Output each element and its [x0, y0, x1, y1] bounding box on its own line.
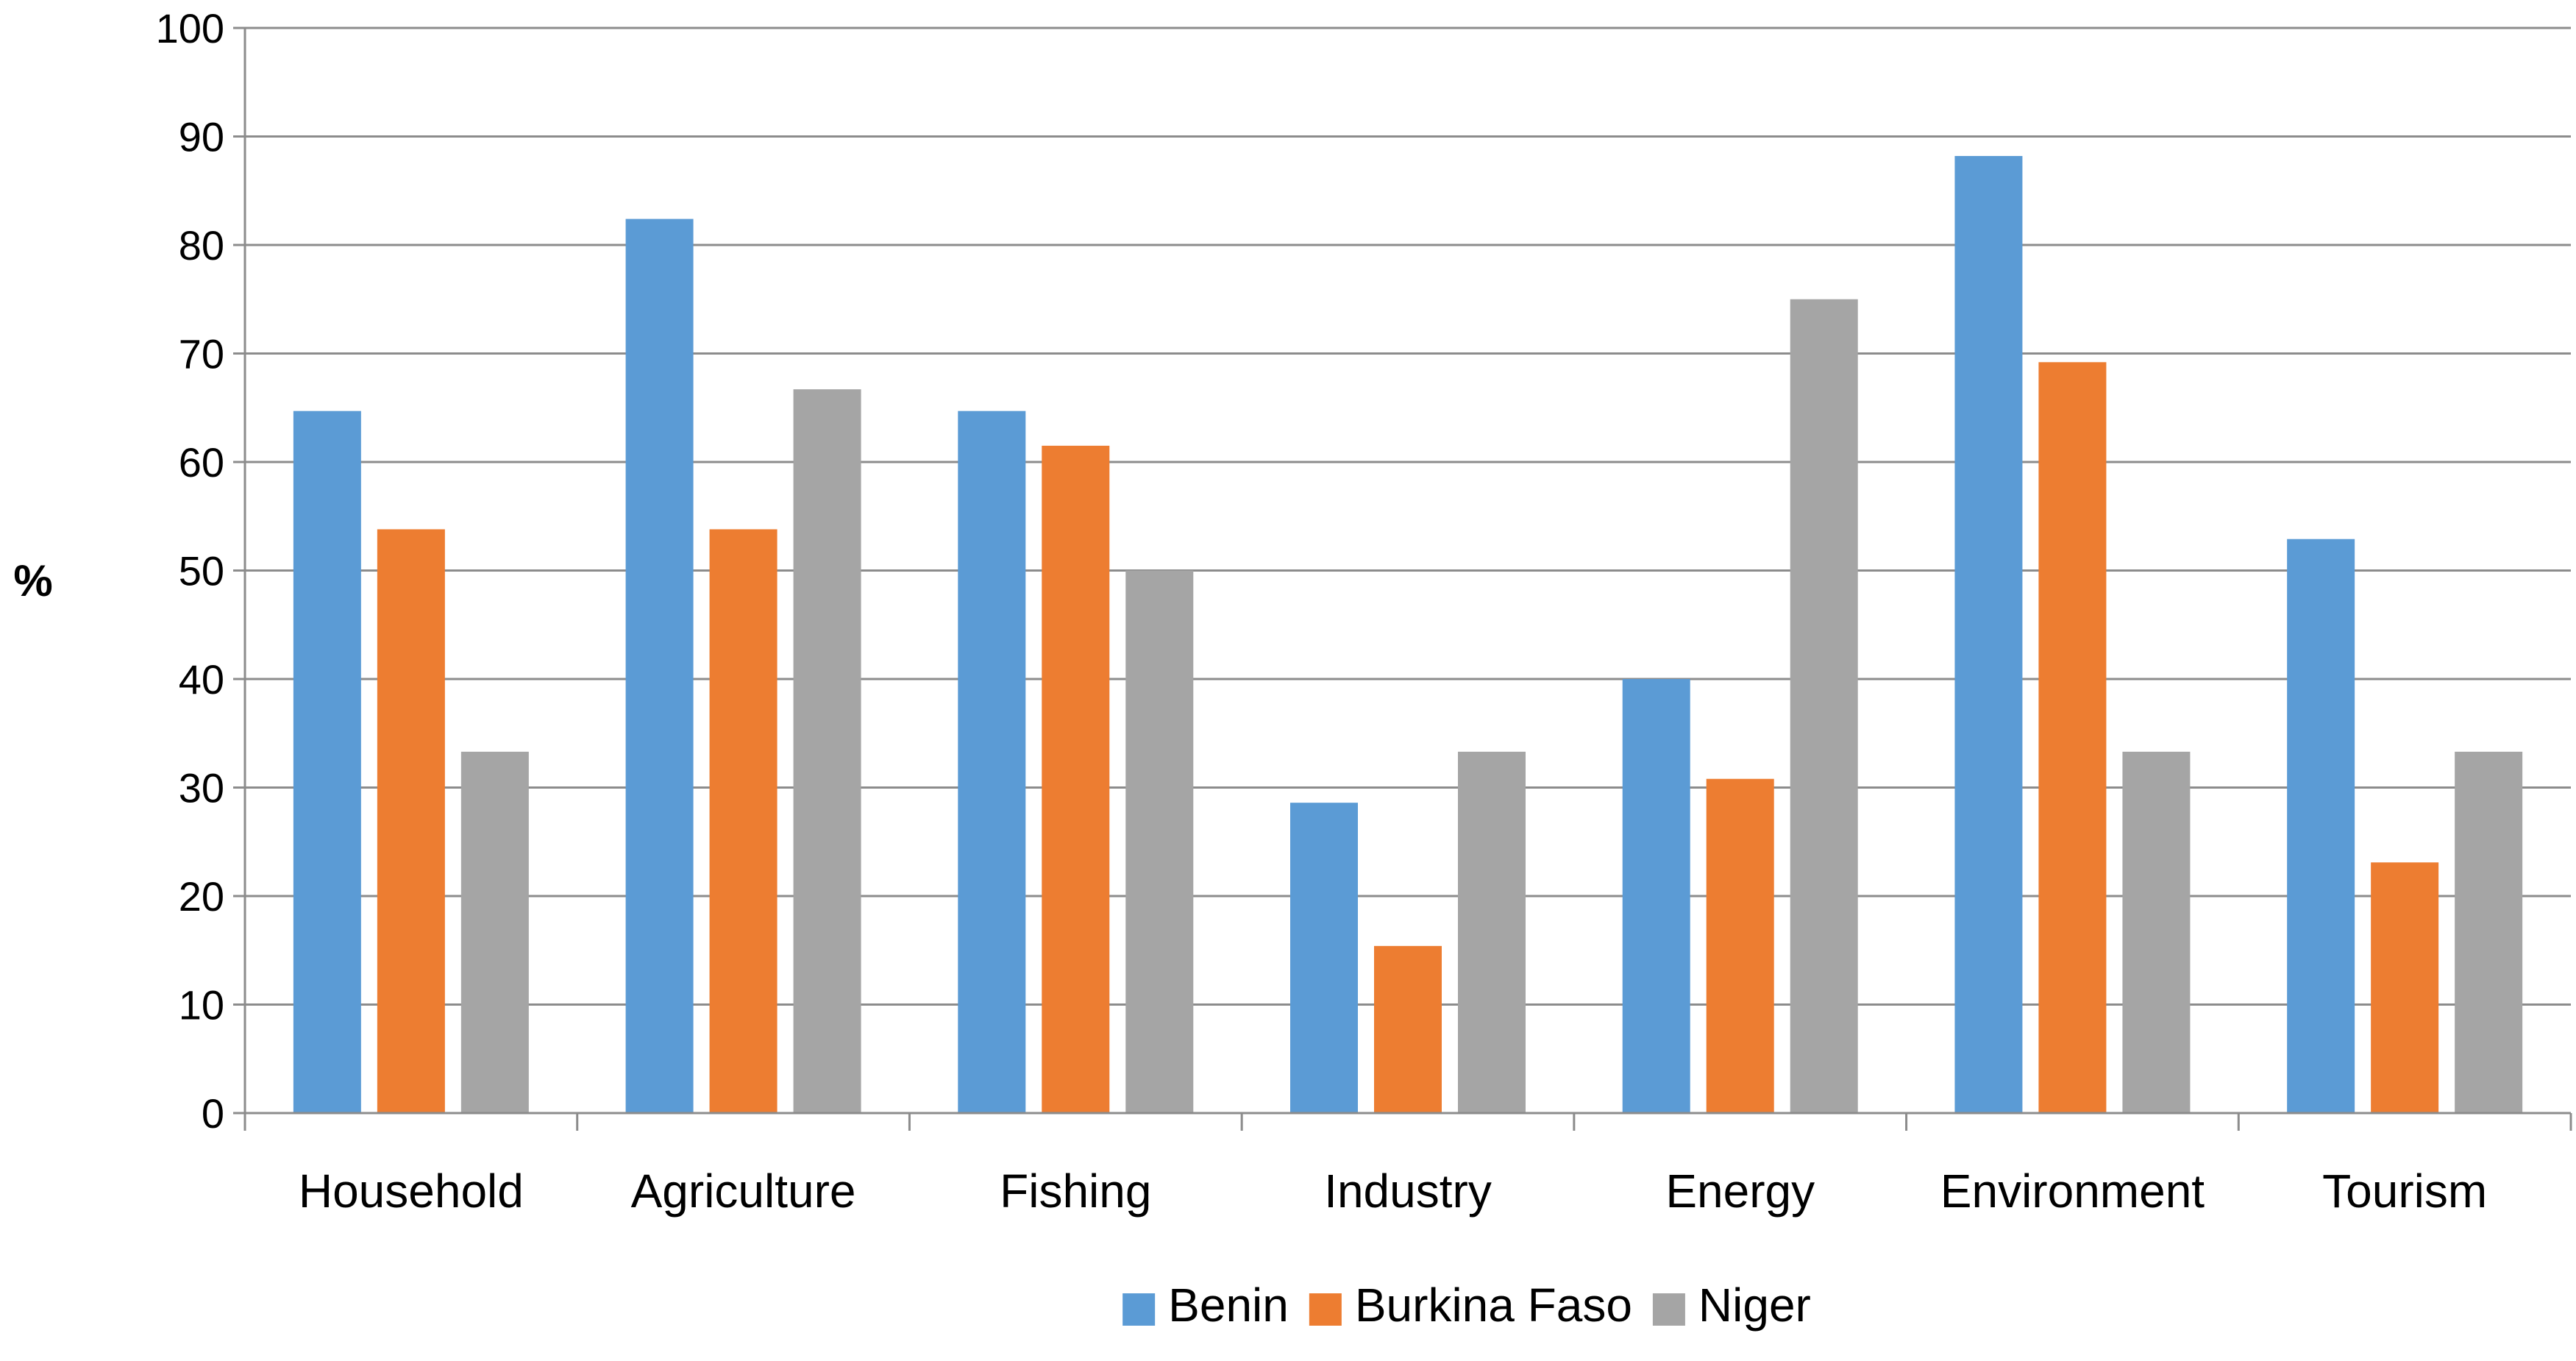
legend-label-benin[interactable]: Benin [1168, 1279, 1289, 1332]
y-tick-label: 100 [156, 5, 224, 51]
bar-burkina-faso-fishing[interactable] [1042, 445, 1110, 1113]
y-tick-label: 70 [179, 331, 224, 377]
legend-swatch-niger[interactable] [1652, 1293, 1685, 1326]
bar-benin-fishing[interactable] [958, 411, 1026, 1113]
bar-burkina-faso-tourism[interactable] [2371, 862, 2439, 1113]
bar-burkina-faso-household[interactable] [377, 529, 445, 1113]
y-tick-label: 20 [179, 873, 224, 920]
bar-niger-environment[interactable] [2122, 751, 2191, 1113]
legend-swatch-burkina-faso[interactable] [1309, 1293, 1342, 1326]
bar-burkina-faso-energy[interactable] [1706, 778, 1774, 1113]
x-tick-label: Household [299, 1165, 524, 1218]
x-tick-label: Environment [1940, 1165, 2205, 1218]
y-tick-label: 60 [179, 439, 224, 486]
bar-benin-agriculture[interactable] [625, 218, 694, 1114]
bar-benin-environment[interactable] [1954, 156, 2023, 1113]
legend[interactable]: Benin Burkina Faso Niger [1122, 1279, 1811, 1332]
x-tick-label: Agriculture [631, 1165, 856, 1218]
y-tick-label: 40 [179, 656, 224, 703]
axes [233, 26, 2572, 1131]
bar-benin-tourism[interactable] [2287, 539, 2355, 1113]
bar-niger-agriculture[interactable] [793, 389, 861, 1113]
y-axis-title: % [13, 556, 52, 605]
x-tick-label: Fishing [1000, 1165, 1151, 1218]
legend-label-niger[interactable]: Niger [1698, 1279, 1811, 1332]
x-tick-label: Tourism [2322, 1165, 2487, 1218]
x-tick-label: Energy [1665, 1165, 1815, 1218]
bar-burkina-faso-agriculture[interactable] [709, 529, 778, 1113]
y-tick-label: 90 [179, 114, 224, 160]
bars [293, 156, 2523, 1114]
bar-niger-energy[interactable] [1790, 299, 1858, 1113]
legend-label-burkina-faso[interactable]: Burkina Faso [1355, 1279, 1632, 1332]
bar-benin-household[interactable] [293, 411, 361, 1113]
y-tick-label: 10 [179, 982, 224, 1028]
bar-niger-industry[interactable] [1458, 751, 1526, 1113]
bar-burkina-faso-industry[interactable] [1374, 945, 1442, 1113]
bar-benin-energy[interactable] [1622, 679, 1690, 1113]
y-tick-label: 80 [179, 222, 224, 269]
bar-niger-household[interactable] [460, 751, 529, 1113]
labels: 0 10 20 30 40 50 60 70 80 90 100 Household Agricultu… [156, 5, 2488, 1218]
legend-swatch-benin[interactable] [1122, 1293, 1156, 1326]
bar-benin-industry[interactable] [1290, 803, 1358, 1113]
y-tick-label: 50 [179, 548, 224, 594]
grid-lines [245, 26, 2571, 1006]
bar-niger-fishing[interactable] [1125, 570, 1194, 1114]
y-tick-label: 30 [179, 765, 224, 811]
bar-niger-tourism[interactable] [2455, 751, 2523, 1113]
bar-burkina-faso-environment[interactable] [2038, 362, 2107, 1113]
y-tick-label: 0 [202, 1090, 224, 1137]
x-tick-label: Industry [1324, 1165, 1492, 1218]
